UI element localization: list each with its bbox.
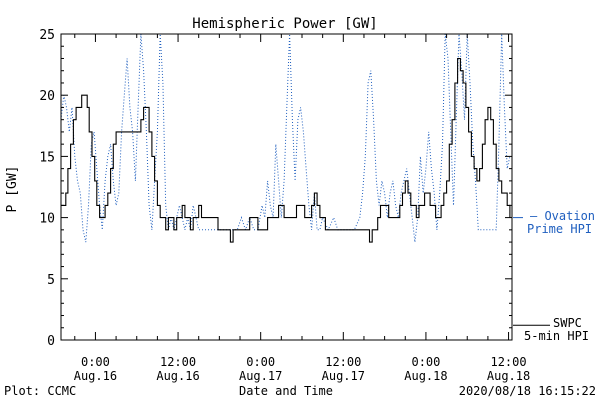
swpc-label-line2: 5-min HPI xyxy=(524,329,589,343)
timestamp: 2020/08/18 16:15:22 xyxy=(459,384,596,398)
x-tick-date-label: Aug.18 xyxy=(404,369,447,383)
y-axis-ticks: 0 5 10 15 20 25 xyxy=(39,28,512,349)
x-axis-ticks: 0:00Aug.1612:00Aug.160:00Aug.1712:00Aug.… xyxy=(74,34,530,383)
y-tick-label: 15 xyxy=(39,150,55,165)
x-axis-label: Date and Time xyxy=(239,384,333,398)
swpc-hpi-series-line xyxy=(61,57,511,243)
x-tick-time-label: 12:00 xyxy=(160,355,196,369)
y-tick-label: 20 xyxy=(39,89,55,104)
x-tick-date-label: Aug.17 xyxy=(239,369,282,383)
y-tick-label: 10 xyxy=(39,212,55,227)
y-axis-label: P [GW] xyxy=(5,166,20,213)
swpc-label-line1: SWPC xyxy=(553,316,582,330)
x-tick-date-label: Aug.16 xyxy=(74,369,117,383)
series-layer xyxy=(60,33,511,243)
y-tick-label: 25 xyxy=(39,28,55,43)
x-tick-date-label: Aug.16 xyxy=(156,369,199,383)
plot-frame xyxy=(60,33,513,341)
y-tick-label: 0 xyxy=(47,334,55,349)
x-tick-date-label: Aug.18 xyxy=(487,369,530,383)
y-tick-label: 5 xyxy=(47,273,55,288)
x-tick-time-label: 12:00 xyxy=(490,355,526,369)
x-tick-date-label: Aug.17 xyxy=(322,369,365,383)
x-tick-time-label: 0:00 xyxy=(81,355,110,369)
x-tick-time-label: 12:00 xyxy=(325,355,361,369)
chart-title: Hemispheric Power [GW] xyxy=(192,16,377,32)
ovation-label-line2: Prime HPI xyxy=(527,222,592,236)
ovation-prime-hpi-series-line xyxy=(60,33,511,243)
x-tick-time-label: 0:00 xyxy=(411,355,440,369)
x-tick-time-label: 0:00 xyxy=(246,355,275,369)
ovation-label-line1: – Ovation xyxy=(530,209,595,223)
plot-credit: Plot: CCMC xyxy=(4,384,76,398)
